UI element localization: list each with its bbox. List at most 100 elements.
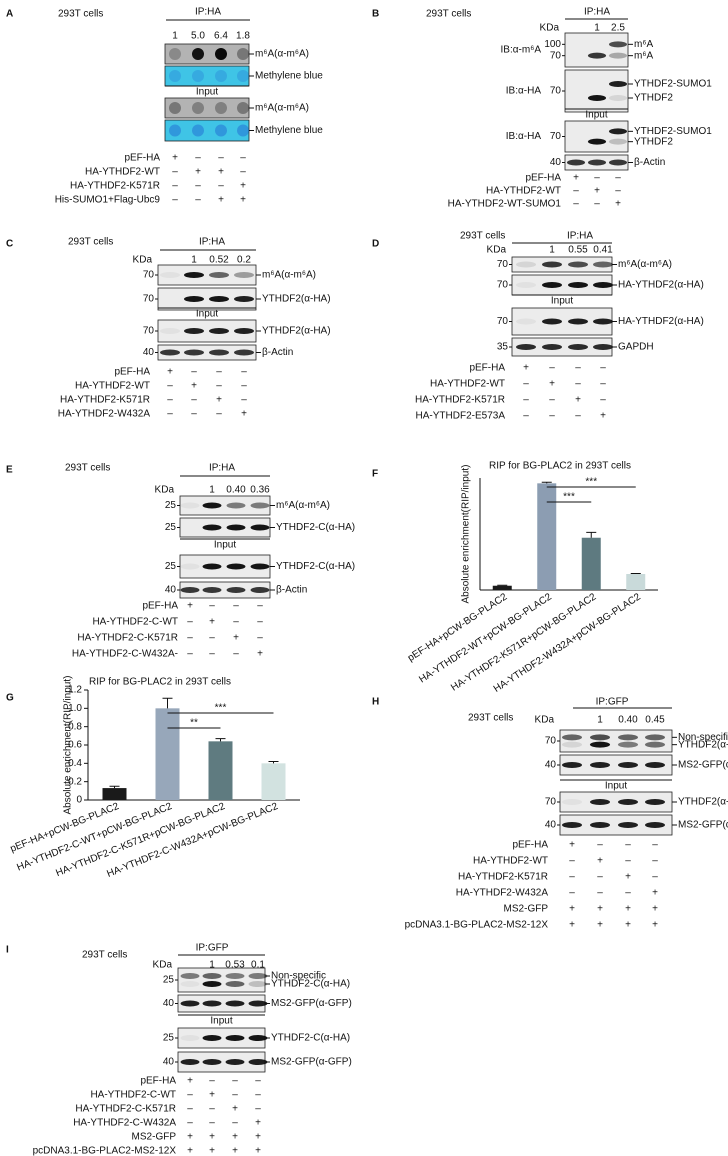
band-label: β-Actin xyxy=(262,347,293,358)
band xyxy=(645,799,665,805)
y-tick-label: 0.2 xyxy=(68,776,82,787)
band-label: β-Actin xyxy=(276,585,307,596)
condition-sign: + xyxy=(233,633,239,644)
band xyxy=(645,734,665,741)
band xyxy=(226,502,246,509)
ip-label: IP:GFP xyxy=(196,943,229,954)
condition-sign: – xyxy=(195,153,201,164)
band xyxy=(250,524,270,531)
error-bar xyxy=(268,761,279,764)
band xyxy=(587,95,607,101)
condition-sign: + xyxy=(255,1146,261,1156)
condition-sign: – xyxy=(216,381,222,392)
size-marker: 100 xyxy=(544,39,561,50)
band xyxy=(180,1059,200,1065)
band xyxy=(618,799,638,805)
band-label: Non-specific xyxy=(271,971,326,982)
condition-sign: – xyxy=(573,199,579,210)
band xyxy=(184,272,204,278)
band xyxy=(562,734,582,741)
bar xyxy=(537,483,557,590)
condition-name: HA-YTHDF2-WT-SUMO1 xyxy=(448,199,562,210)
band xyxy=(250,502,270,509)
panel-label: A xyxy=(6,9,13,20)
band xyxy=(202,1059,222,1065)
condition-name: HA-YTHDF2-K571R xyxy=(458,872,548,883)
band xyxy=(562,822,582,828)
significance-label: *** xyxy=(215,703,227,714)
condition-name: HA-YTHDF2-W432A xyxy=(58,409,151,420)
condition-name: HA-YTHDF2-C-K571R xyxy=(75,1104,176,1115)
size-marker: 25 xyxy=(165,522,177,533)
condition-name: pcDNA3.1-BG-PLAC2-MS2-12X xyxy=(405,920,549,931)
size-marker: 25 xyxy=(163,975,175,986)
input-label: Input xyxy=(585,110,607,121)
quantification: 1 xyxy=(597,715,603,726)
y-tick-label: 0.6 xyxy=(68,740,82,751)
size-marker: 70 xyxy=(550,131,562,142)
condition-name: pEF-HA xyxy=(114,367,150,378)
band xyxy=(226,587,246,593)
band xyxy=(562,741,582,748)
condition-sign: – xyxy=(209,1104,215,1115)
band-label: MS2-GFP(α-GFP) xyxy=(678,820,728,831)
quantification: 1.8 xyxy=(236,31,250,42)
quantification: 0.45 xyxy=(645,715,665,726)
condition-sign: – xyxy=(615,186,621,197)
significance-label: ** xyxy=(190,718,198,729)
band xyxy=(593,344,613,350)
band-label: HA-YTHDF2(α-HA) xyxy=(618,316,704,327)
ip-label: IP:HA xyxy=(195,7,221,18)
condition-sign: + xyxy=(191,381,197,392)
condition-sign: + xyxy=(240,181,246,192)
condition-sign: – xyxy=(232,1076,238,1087)
condition-name: HA-YTHDF2-W432A xyxy=(456,888,549,899)
band-label: YTHDF2-SUMO1 xyxy=(634,79,712,90)
band xyxy=(248,1059,268,1065)
panel-label: F xyxy=(372,469,378,480)
condition-name: HA-YTHDF2-WT xyxy=(430,379,505,390)
band-label: m⁶A(α-m⁶A) xyxy=(262,270,316,281)
condition-sign: – xyxy=(625,856,631,867)
condition-sign: – xyxy=(523,379,529,390)
band-label: YTHDF2-C(α-HA) xyxy=(276,522,355,533)
input-label: Input xyxy=(551,296,573,307)
quantification: 0.41 xyxy=(593,245,613,256)
band-label: Methylene blue xyxy=(255,125,323,136)
size-marker: 70 xyxy=(143,294,155,305)
band xyxy=(542,261,562,268)
condition-sign: – xyxy=(523,395,529,406)
band xyxy=(209,328,229,334)
cell-line: 293T cells xyxy=(58,9,103,20)
condition-sign: – xyxy=(549,395,555,406)
band xyxy=(209,296,229,302)
panel-label: D xyxy=(372,239,379,250)
kda-label: KDa xyxy=(535,715,555,726)
band xyxy=(566,159,586,166)
dot xyxy=(192,48,204,60)
significance-label: *** xyxy=(585,477,597,488)
condition-sign: – xyxy=(191,367,197,378)
band xyxy=(608,128,628,135)
condition-sign: + xyxy=(569,904,575,915)
quantification: 1 xyxy=(191,255,197,266)
condition-sign: + xyxy=(573,173,579,184)
condition-sign: – xyxy=(615,173,621,184)
band xyxy=(516,282,536,288)
ip-label: IP:GFP xyxy=(596,697,629,708)
condition-sign: + xyxy=(209,1090,215,1101)
band xyxy=(618,741,638,748)
condition-sign: – xyxy=(569,872,575,883)
bar xyxy=(208,741,233,800)
size-marker: 70 xyxy=(550,50,562,61)
condition-sign: + xyxy=(167,367,173,378)
quantification: 2.5 xyxy=(611,23,625,34)
condition-sign: – xyxy=(218,153,224,164)
condition-sign: – xyxy=(187,617,193,628)
size-marker: 70 xyxy=(545,797,557,808)
band xyxy=(250,563,270,570)
condition-sign: + xyxy=(597,904,603,915)
condition-name: His-SUMO1+Flag-Ubc9 xyxy=(55,195,161,206)
band xyxy=(184,328,204,334)
band xyxy=(645,822,665,828)
